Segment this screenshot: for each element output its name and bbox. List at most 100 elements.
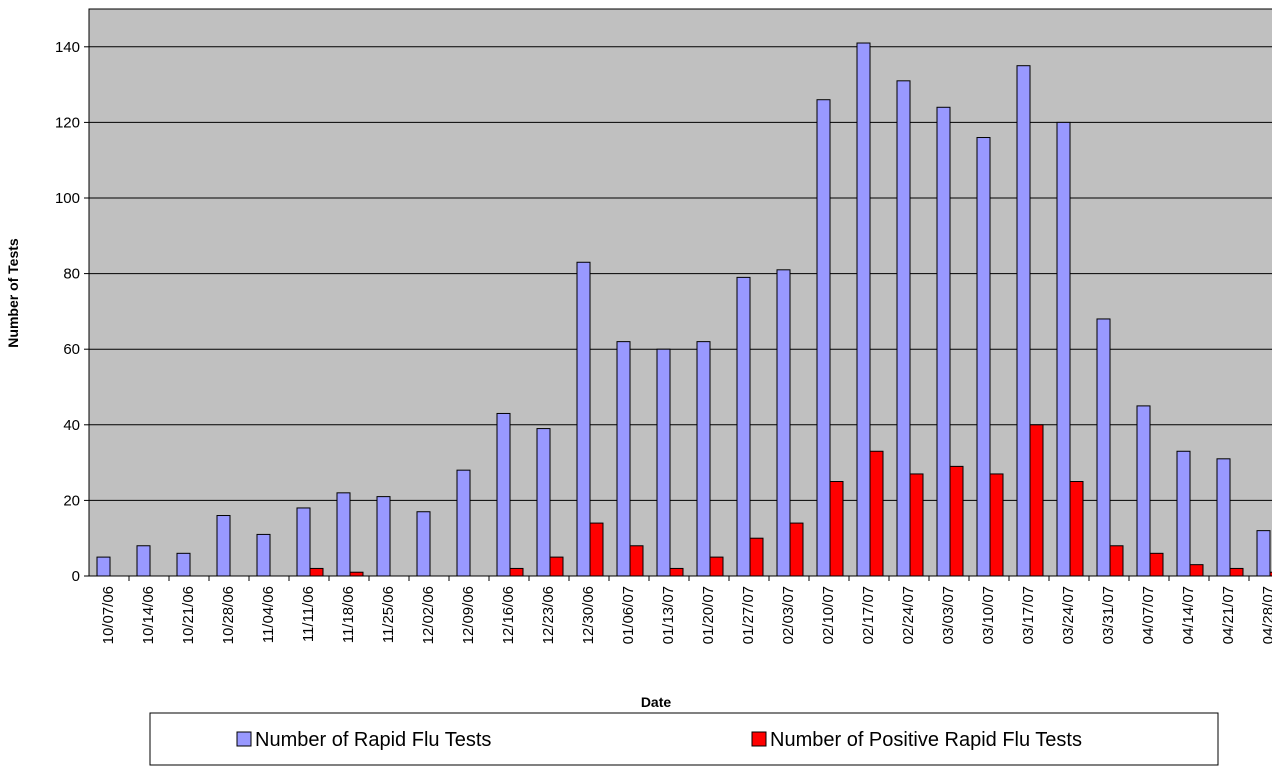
bar	[949, 465, 964, 577]
y-tick-label: 60	[63, 341, 80, 358]
bar	[709, 556, 724, 577]
bar	[496, 412, 511, 577]
y-tick-label: 0	[72, 568, 80, 585]
bar	[909, 473, 924, 577]
bar	[1109, 545, 1124, 577]
y-tick-label: 20	[63, 492, 80, 509]
y-axis-title: Number of Tests	[5, 238, 21, 348]
bar	[856, 42, 871, 577]
plot-border	[88, 8, 1272, 577]
x-tick-label: 04/28/07	[1260, 586, 1272, 644]
bar	[629, 545, 644, 577]
bar	[549, 556, 564, 577]
bar	[1216, 458, 1231, 577]
bar	[896, 80, 911, 577]
bar	[616, 341, 631, 577]
bar	[1096, 318, 1111, 577]
bar	[309, 567, 324, 577]
legend	[149, 712, 1219, 766]
bar	[96, 556, 111, 577]
bar	[176, 552, 191, 577]
x-tick-label: 12/23/06	[540, 586, 557, 644]
x-tick-label: 10/28/06	[220, 586, 237, 644]
bar	[829, 481, 844, 577]
bar	[656, 348, 671, 577]
bar	[696, 341, 711, 577]
legend-swatch	[236, 731, 252, 747]
x-tick-label: 01/13/07	[660, 586, 677, 644]
x-axis-title: Date	[641, 694, 672, 710]
legend-label: Number of Rapid Flu Tests	[255, 729, 491, 751]
x-tick-label: 12/02/06	[420, 586, 437, 644]
x-tick-label: 01/06/07	[620, 586, 637, 644]
bar	[1176, 450, 1191, 577]
bar	[989, 473, 1004, 577]
y-tick-label: 140	[55, 39, 80, 56]
bar	[1016, 65, 1031, 577]
bar	[576, 261, 591, 577]
x-tick-label: 11/25/06	[380, 586, 397, 643]
x-tick-label: 11/11/06	[300, 586, 317, 642]
bar	[776, 269, 791, 577]
x-tick-label: 11/04/06	[260, 586, 277, 643]
bar	[1229, 567, 1244, 577]
x-tick-label: 04/21/07	[1220, 586, 1237, 644]
bar	[536, 428, 551, 577]
legend-label: Number of Positive Rapid Flu Tests	[770, 729, 1082, 751]
bar	[1269, 571, 1272, 577]
x-tick-label: 04/07/07	[1140, 586, 1157, 644]
x-tick-label: 10/21/06	[180, 586, 197, 644]
bar	[1136, 405, 1151, 577]
x-tick-label: 12/09/06	[460, 586, 477, 644]
bar	[256, 533, 271, 577]
plot-area	[89, 9, 1272, 576]
y-tick-label: 80	[63, 266, 80, 283]
x-tick-label: 02/24/07	[900, 586, 917, 644]
x-tick-label: 03/24/07	[1060, 586, 1077, 644]
x-tick-label: 03/03/07	[940, 586, 957, 644]
x-tick-label: 10/07/06	[100, 586, 117, 644]
bar	[1069, 481, 1084, 577]
x-tick-label: 02/10/07	[820, 586, 837, 644]
x-tick-label: 03/17/07	[1020, 586, 1037, 644]
bar	[1029, 424, 1044, 577]
bar	[216, 515, 231, 577]
bar	[376, 496, 391, 577]
x-tick-label: 03/31/07	[1100, 586, 1117, 644]
x-tick-label: 11/18/06	[340, 586, 357, 643]
x-tick-label: 01/20/07	[700, 586, 717, 644]
bar	[976, 137, 991, 577]
bar	[589, 522, 604, 577]
x-tick-label: 02/17/07	[860, 586, 877, 644]
legend-swatch	[751, 731, 767, 747]
y-tick-label: 100	[55, 190, 80, 207]
bar	[336, 492, 351, 577]
bar	[1256, 530, 1271, 577]
x-tick-label: 01/27/07	[740, 586, 757, 644]
bar	[416, 511, 431, 577]
bar	[296, 507, 311, 577]
bar	[1149, 552, 1164, 577]
y-tick-label: 40	[63, 417, 80, 434]
x-tick-label: 04/14/07	[1180, 586, 1197, 644]
bar	[136, 545, 151, 577]
bar	[789, 522, 804, 577]
bar	[349, 571, 364, 577]
bar	[749, 537, 764, 577]
bar	[816, 99, 831, 577]
bar	[936, 106, 951, 577]
bar	[1056, 121, 1071, 577]
x-tick-label: 12/16/06	[500, 586, 517, 644]
bar	[1189, 564, 1204, 577]
bar	[869, 450, 884, 577]
bar	[509, 567, 524, 577]
x-tick-label: 10/14/06	[140, 586, 157, 644]
bar	[736, 276, 751, 577]
x-tick-label: 03/10/07	[980, 586, 997, 644]
x-tick-label: 02/03/07	[780, 586, 797, 644]
bar	[456, 469, 471, 577]
x-tick-label: 12/30/06	[580, 586, 597, 644]
bar	[669, 567, 684, 577]
y-tick-label: 120	[55, 114, 80, 131]
